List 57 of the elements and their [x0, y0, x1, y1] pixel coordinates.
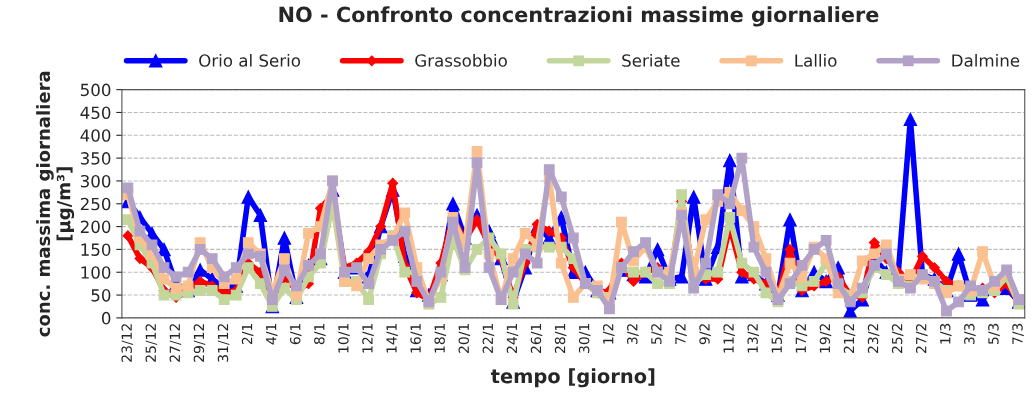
x-tick-label: 20/1	[458, 324, 471, 353]
x-tick-label: 29/12	[193, 324, 206, 362]
legend-label: Dalmine	[952, 53, 1020, 67]
y-tick-label: 250	[80, 197, 111, 211]
x-tick-label: 8/1	[314, 324, 326, 345]
x-tick-label: 5/2	[651, 324, 663, 345]
y-tick-label: 400	[80, 129, 111, 142]
x-tick-label: 15/2	[771, 324, 784, 353]
x-tick-label: 30/1	[578, 324, 591, 353]
x-tick-label: 17/2	[795, 324, 808, 353]
x-tick-label: 18/1	[434, 324, 447, 353]
legend-label: Orio al Serio	[199, 53, 301, 67]
y-tick-label: 150	[81, 243, 111, 256]
x-tick-label: 11/2	[723, 324, 735, 353]
x-tick-label: 28/1	[554, 324, 567, 353]
x-tick-label: 6/1	[289, 324, 302, 345]
x-tick-label: 14/1	[386, 324, 398, 353]
x-tick-label: 27/12	[169, 324, 182, 362]
x-tick-label: 3/2	[627, 324, 639, 345]
x-tick-label: 24/1	[506, 324, 519, 353]
y-tick-label: 350	[80, 152, 111, 165]
x-tick-label: 27/2	[915, 324, 928, 353]
y-tick-label: 100	[81, 266, 111, 279]
legend-label: Grassobbio	[415, 53, 507, 67]
y-tick-label: 50	[91, 289, 111, 302]
x-tick-label: 26/1	[530, 324, 543, 353]
chart-title: NO - Confronto concentrazioni massime giornaliere	[279, 6, 879, 27]
x-tick-label: 19/2	[819, 324, 832, 353]
x-tick-label: 22/1	[482, 324, 495, 353]
y-tick-label: 300	[80, 174, 111, 188]
y-tick-label: 200	[80, 220, 111, 234]
x-tick-label: 13/2	[747, 324, 759, 353]
x-tick-label: 5/3	[988, 323, 1000, 345]
x-tick-label: 3/3	[964, 323, 976, 345]
y-axis-title: conc. massima giornaliera [µg/m³]	[36, 71, 75, 337]
legend-label: Lallio	[795, 53, 837, 67]
x-tick-label: 25/12	[145, 324, 158, 362]
x-tick-label: 21/2	[843, 324, 856, 353]
x-tick-label: 23/12	[121, 324, 134, 362]
x-tick-label: 31/12	[217, 324, 230, 362]
y-tick-label: 500	[80, 83, 111, 97]
x-tick-label: 7/2	[675, 324, 687, 344]
x-tick-label: 4/1	[266, 324, 278, 345]
x-tick-label: 23/2	[867, 324, 880, 353]
y-tick-label: 450	[80, 106, 111, 120]
x-tick-label: 7/3	[1012, 323, 1024, 344]
x-tick-label: 9/2	[699, 324, 711, 345]
x-tick-label: 1/3	[940, 323, 952, 344]
legend-label: Seriate	[622, 53, 680, 67]
y-tick-label: 0	[101, 311, 111, 325]
x-tick-label: 12/1	[362, 324, 374, 353]
x-axis-title: tempo [giorno]	[490, 368, 655, 388]
x-tick-label: 1/2	[602, 324, 615, 344]
x-tick-label: 2/1	[241, 324, 254, 345]
x-tick-label: 25/2	[891, 324, 904, 353]
x-tick-label: 10/1	[338, 324, 350, 353]
x-tick-label: 16/1	[410, 324, 422, 353]
